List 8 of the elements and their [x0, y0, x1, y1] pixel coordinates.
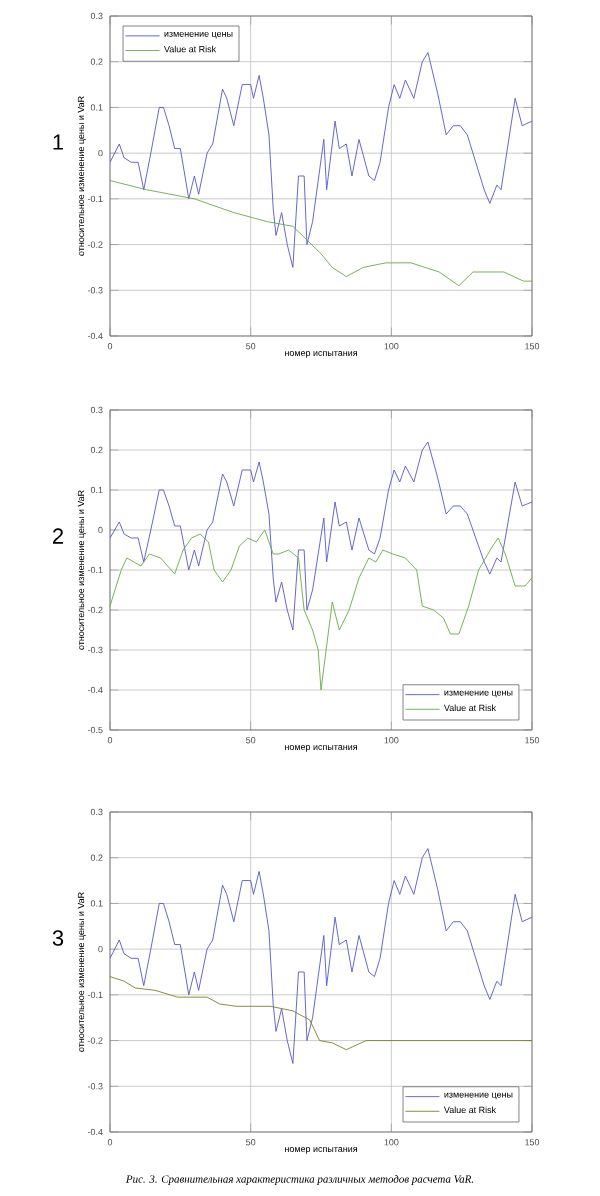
line-series	[110, 180, 533, 287]
line-series	[110, 441, 533, 631]
text: 2	[53, 528, 63, 544]
line-series	[110, 848, 533, 1064]
line-series	[110, 52, 533, 268]
line-series	[110, 529, 533, 691]
text: 1	[53, 134, 64, 150]
text: 3	[52, 930, 64, 946]
